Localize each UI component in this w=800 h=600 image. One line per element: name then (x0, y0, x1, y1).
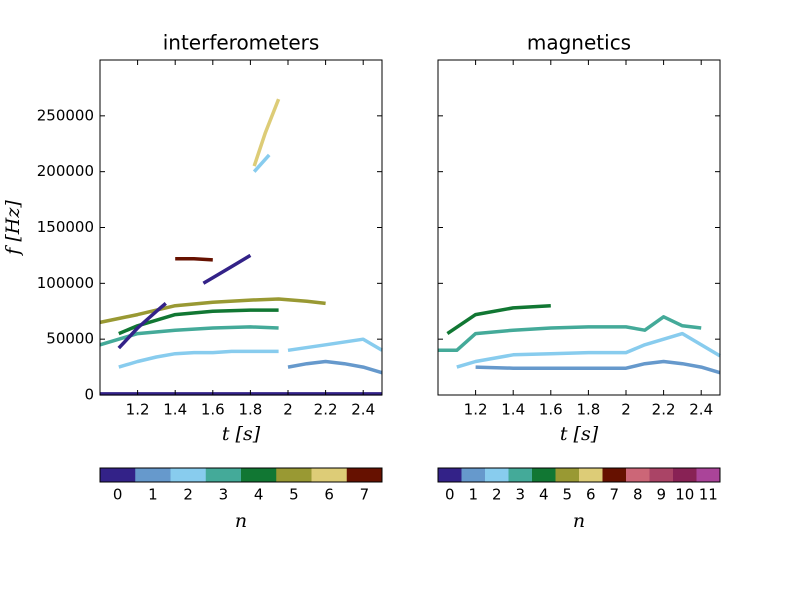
y-tick-label: 150000 (37, 218, 94, 236)
colorbar-cell (135, 468, 171, 482)
mode-trace (118, 308, 279, 336)
colorbar-label: n (573, 510, 585, 532)
colorbar-cell (276, 468, 312, 482)
colorbar-cell (508, 468, 533, 482)
colorbar-tick-label: 6 (586, 486, 596, 504)
colorbar-cell (532, 468, 556, 482)
x-tick-label: 2 (283, 401, 293, 419)
x-tick-label: 2.2 (652, 401, 676, 419)
y-tick-label: 100000 (37, 274, 94, 292)
colorbar-frame (99, 467, 383, 483)
x-axis-label: t [s] (560, 423, 599, 445)
colorbar-cell (626, 468, 650, 482)
colorbar-cell (346, 468, 383, 482)
mode-trace (438, 315, 702, 353)
colorbar-tick-label: 0 (113, 486, 123, 504)
colorbar-tick-label: 7 (609, 486, 619, 504)
colorbar-tick-label: 2 (183, 486, 193, 504)
colorbar-tick-label: 7 (360, 486, 370, 504)
colorbar-cell (673, 468, 697, 482)
colorbar-tick-label: 2 (492, 486, 502, 504)
mode-trace (252, 153, 271, 173)
colorbar-tick-label: 4 (539, 486, 549, 504)
mode-trace (118, 349, 279, 369)
axes-frame (99, 59, 383, 396)
colorbar-tick-label: 3 (515, 486, 525, 504)
colorbar-tick-label: 1 (148, 486, 158, 504)
mode-trace (456, 331, 721, 369)
y-tick-label: 250000 (37, 106, 94, 124)
x-tick-label: 2.4 (689, 401, 713, 419)
colorbar-tick-label: 0 (445, 486, 455, 504)
y-axis-label: f [Hz] (2, 200, 24, 257)
x-tick-label: 2 (621, 401, 631, 419)
colorbar-label: n (235, 510, 247, 532)
colorbar-tick-label: 5 (562, 486, 572, 504)
mode-trace (99, 325, 279, 347)
x-tick-label: 1.6 (201, 401, 225, 419)
x-axis-label: t [s] (222, 423, 261, 445)
y-tick-label: 0 (84, 386, 94, 404)
mode-trace (287, 337, 383, 353)
colorbar-cell (555, 468, 580, 482)
colorbar-cell (649, 468, 674, 482)
x-tick-label: 1.4 (501, 401, 525, 419)
colorbar-tick-label: 11 (699, 486, 718, 504)
y-tick-label: 200000 (37, 162, 94, 180)
mode-trace (287, 359, 383, 375)
mode-trace (117, 302, 167, 350)
mode-trace (252, 98, 281, 167)
colorbar-tick-label: 6 (324, 486, 334, 504)
x-tick-label: 2.4 (351, 401, 375, 419)
x-tick-label: 1.2 (126, 401, 150, 419)
colorbar-tick-label: 1 (468, 486, 478, 504)
x-tick-label: 1.8 (576, 401, 600, 419)
axes-frame (437, 59, 721, 396)
colorbar-cell (485, 468, 509, 482)
mode-trace (175, 257, 213, 262)
colorbar-cell (461, 468, 486, 482)
x-tick-label: 2.2 (314, 401, 338, 419)
colorbar-tick-label: 8 (633, 486, 643, 504)
colorbar-cell (579, 468, 603, 482)
colorbar-cell (311, 468, 348, 482)
colorbar-cell (438, 468, 462, 482)
colorbar-cell (602, 468, 627, 482)
y-tick-label: 50000 (46, 330, 94, 348)
mode-trace (99, 297, 326, 325)
colorbar-tick-label: 4 (254, 486, 264, 504)
colorbar-cell (241, 468, 277, 482)
mode-trace (446, 303, 551, 336)
x-tick-label: 1.6 (539, 401, 563, 419)
colorbar-tick-label: 5 (289, 486, 299, 504)
colorbar-cell (170, 468, 207, 482)
panel-title: magnetics (527, 31, 631, 55)
colorbar-tick-label: 9 (656, 486, 666, 504)
panel-title: interferometers (163, 31, 320, 55)
mode-trace (202, 253, 252, 285)
colorbar-tick-label: 10 (675, 486, 694, 504)
x-tick-label: 1.8 (238, 401, 262, 419)
colorbar-tick-label: 3 (219, 486, 229, 504)
x-tick-label: 1.2 (464, 401, 488, 419)
mode-trace (475, 359, 721, 375)
x-tick-label: 1.4 (163, 401, 187, 419)
colorbar-cell (100, 468, 136, 482)
colorbar-cell (205, 468, 242, 482)
colorbar-cell (696, 468, 721, 482)
colorbar-frame (437, 467, 721, 483)
